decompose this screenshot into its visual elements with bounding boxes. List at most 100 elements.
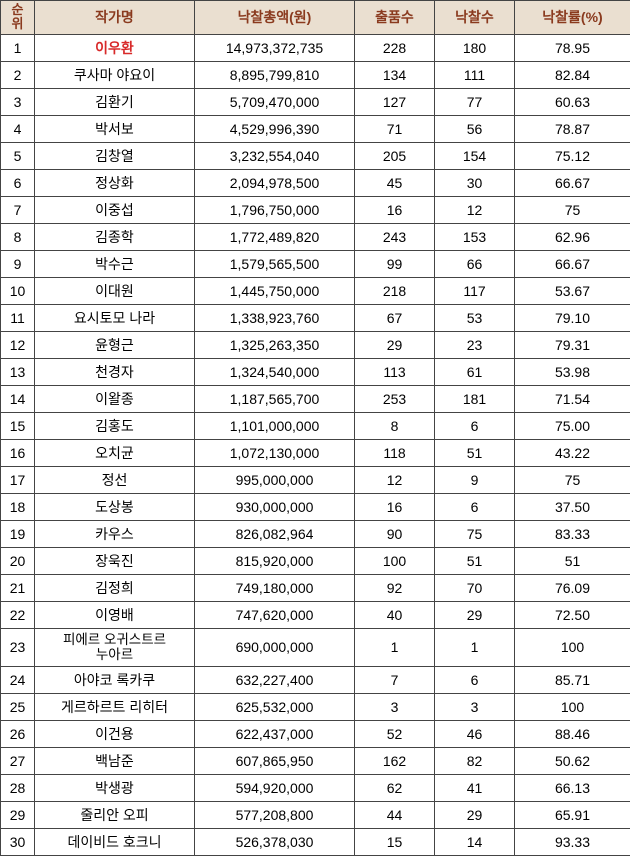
cell-lots: 52 xyxy=(355,720,435,747)
col-sold: 낙찰수 xyxy=(435,1,515,35)
cell-lots: 45 xyxy=(355,169,435,196)
cell-artist: 이왈종 xyxy=(35,385,195,412)
cell-rate: 100 xyxy=(515,693,630,720)
cell-rate: 60.63 xyxy=(515,88,630,115)
table-row: 1이우환14,973,372,73522818078.95 xyxy=(1,34,630,61)
cell-rate: 76.09 xyxy=(515,574,630,601)
table-row: 9박수근1,579,565,500996666.67 xyxy=(1,250,630,277)
cell-rate: 79.10 xyxy=(515,304,630,331)
table-row: 24아야코 록카쿠632,227,4007685.71 xyxy=(1,666,630,693)
cell-rank: 25 xyxy=(1,693,35,720)
cell-total: 995,000,000 xyxy=(195,466,355,493)
col-rate: 낙찰률(%) xyxy=(515,1,630,35)
cell-total: 8,895,799,810 xyxy=(195,61,355,88)
cell-lots: 8 xyxy=(355,412,435,439)
cell-rate: 85.71 xyxy=(515,666,630,693)
cell-total: 594,920,000 xyxy=(195,774,355,801)
cell-rate: 71.54 xyxy=(515,385,630,412)
cell-artist: 아야코 록카쿠 xyxy=(35,666,195,693)
cell-sold: 30 xyxy=(435,169,515,196)
table-row: 27백남준607,865,9501628250.62 xyxy=(1,747,630,774)
cell-sold: 6 xyxy=(435,666,515,693)
cell-total: 1,445,750,000 xyxy=(195,277,355,304)
cell-total: 1,796,750,000 xyxy=(195,196,355,223)
cell-sold: 75 xyxy=(435,520,515,547)
cell-artist: 오치균 xyxy=(35,439,195,466)
cell-sold: 51 xyxy=(435,547,515,574)
cell-total: 1,324,540,000 xyxy=(195,358,355,385)
cell-total: 747,620,000 xyxy=(195,601,355,628)
cell-lots: 243 xyxy=(355,223,435,250)
cell-rate: 100 xyxy=(515,628,630,666)
cell-lots: 118 xyxy=(355,439,435,466)
cell-rank: 11 xyxy=(1,304,35,331)
table-row: 15김홍도1,101,000,0008675.00 xyxy=(1,412,630,439)
cell-rank: 21 xyxy=(1,574,35,601)
cell-lots: 12 xyxy=(355,466,435,493)
table-row: 5김창열3,232,554,04020515475.12 xyxy=(1,142,630,169)
cell-lots: 16 xyxy=(355,493,435,520)
table-row: 11요시토모 나라1,338,923,760675379.10 xyxy=(1,304,630,331)
cell-total: 826,082,964 xyxy=(195,520,355,547)
table-row: 4박서보4,529,996,390715678.87 xyxy=(1,115,630,142)
cell-rate: 66.67 xyxy=(515,169,630,196)
cell-artist: 김홍도 xyxy=(35,412,195,439)
cell-total: 1,072,130,000 xyxy=(195,439,355,466)
cell-artist: 박수근 xyxy=(35,250,195,277)
cell-rate: 43.22 xyxy=(515,439,630,466)
cell-lots: 127 xyxy=(355,88,435,115)
cell-sold: 53 xyxy=(435,304,515,331)
cell-rank: 23 xyxy=(1,628,35,666)
cell-lots: 15 xyxy=(355,828,435,855)
cell-total: 526,378,030 xyxy=(195,828,355,855)
cell-rank: 1 xyxy=(1,34,35,61)
cell-total: 815,920,000 xyxy=(195,547,355,574)
cell-lots: 40 xyxy=(355,601,435,628)
cell-rank: 6 xyxy=(1,169,35,196)
cell-rank: 30 xyxy=(1,828,35,855)
cell-lots: 44 xyxy=(355,801,435,828)
cell-rank: 22 xyxy=(1,601,35,628)
cell-lots: 71 xyxy=(355,115,435,142)
table-row: 29줄리안 오피577,208,800442965.91 xyxy=(1,801,630,828)
table-row: 19카우스826,082,964907583.33 xyxy=(1,520,630,547)
cell-artist: 김정희 xyxy=(35,574,195,601)
cell-total: 930,000,000 xyxy=(195,493,355,520)
cell-sold: 3 xyxy=(435,693,515,720)
cell-sold: 1 xyxy=(435,628,515,666)
cell-artist: 박생광 xyxy=(35,774,195,801)
cell-artist: 이중섭 xyxy=(35,196,195,223)
cell-sold: 66 xyxy=(435,250,515,277)
cell-rate: 78.95 xyxy=(515,34,630,61)
cell-sold: 61 xyxy=(435,358,515,385)
cell-rate: 75.12 xyxy=(515,142,630,169)
table-row: 2쿠사마 야요이8,895,799,81013411182.84 xyxy=(1,61,630,88)
cell-rate: 83.33 xyxy=(515,520,630,547)
cell-total: 2,094,978,500 xyxy=(195,169,355,196)
table-row: 8김종학1,772,489,82024315362.96 xyxy=(1,223,630,250)
cell-rank: 16 xyxy=(1,439,35,466)
cell-artist: 게르하르트 리히터 xyxy=(35,693,195,720)
cell-sold: 9 xyxy=(435,466,515,493)
cell-total: 1,772,489,820 xyxy=(195,223,355,250)
cell-rate: 53.67 xyxy=(515,277,630,304)
table-body: 1이우환14,973,372,73522818078.952쿠사마 야요이8,8… xyxy=(1,34,630,855)
cell-total: 625,532,000 xyxy=(195,693,355,720)
cell-rate: 93.33 xyxy=(515,828,630,855)
cell-total: 1,187,565,700 xyxy=(195,385,355,412)
cell-lots: 7 xyxy=(355,666,435,693)
cell-artist: 정상화 xyxy=(35,169,195,196)
cell-artist: 박서보 xyxy=(35,115,195,142)
cell-rate: 50.62 xyxy=(515,747,630,774)
cell-lots: 16 xyxy=(355,196,435,223)
cell-lots: 162 xyxy=(355,747,435,774)
cell-artist: 김환기 xyxy=(35,88,195,115)
table-row: 14이왈종1,187,565,70025318171.54 xyxy=(1,385,630,412)
cell-lots: 3 xyxy=(355,693,435,720)
cell-total: 3,232,554,040 xyxy=(195,142,355,169)
cell-total: 577,208,800 xyxy=(195,801,355,828)
cell-rank: 20 xyxy=(1,547,35,574)
cell-sold: 6 xyxy=(435,493,515,520)
table-row: 20장욱진815,920,0001005151 xyxy=(1,547,630,574)
cell-rank: 17 xyxy=(1,466,35,493)
